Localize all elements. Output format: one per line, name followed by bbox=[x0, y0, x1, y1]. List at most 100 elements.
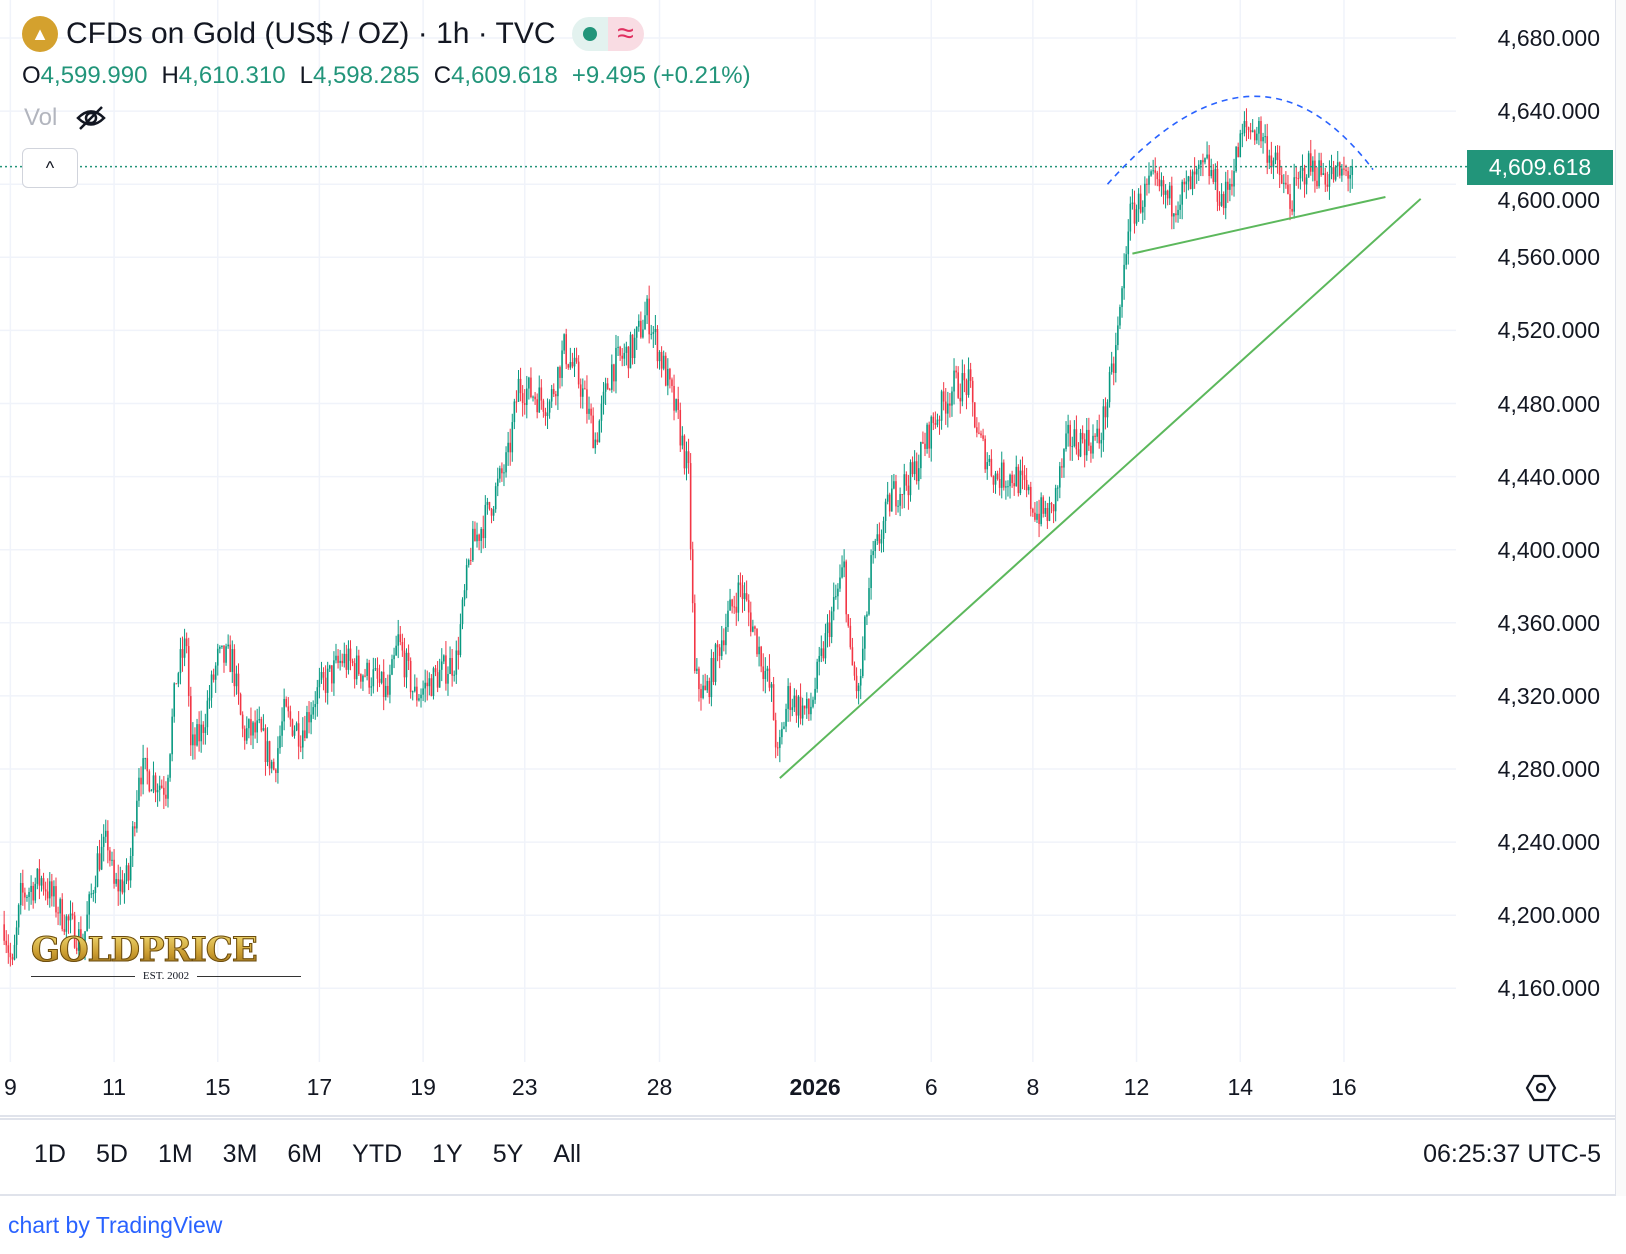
candle-body bbox=[355, 655, 358, 680]
candle-body bbox=[986, 462, 989, 470]
range-button-1m[interactable]: 1M bbox=[157, 1140, 193, 1168]
candle-body bbox=[123, 881, 126, 893]
candle-body bbox=[1094, 435, 1096, 437]
candle-body bbox=[812, 699, 814, 707]
candle-body bbox=[183, 638, 186, 658]
price-axis-label: 4,480.000 bbox=[1497, 390, 1600, 417]
candle-body bbox=[1137, 193, 1140, 210]
candle-body bbox=[843, 561, 845, 568]
candle-body bbox=[181, 649, 184, 658]
range-button-1y[interactable]: 1Y bbox=[432, 1140, 463, 1168]
candle-body bbox=[426, 682, 429, 687]
candle-body bbox=[528, 377, 530, 389]
candle-body bbox=[53, 886, 55, 897]
candle-body bbox=[575, 357, 578, 362]
candle-body bbox=[221, 645, 223, 647]
candle-body bbox=[776, 747, 779, 749]
price-axis-label: 4,320.000 bbox=[1497, 682, 1600, 709]
candle-body bbox=[109, 850, 111, 861]
candle-body bbox=[586, 389, 588, 414]
candle-body bbox=[1077, 449, 1080, 457]
candle-body bbox=[629, 334, 632, 369]
range-button-all[interactable]: All bbox=[553, 1140, 582, 1168]
candle-body bbox=[1150, 171, 1152, 176]
status-pill[interactable]: ≈ bbox=[571, 17, 644, 51]
candle-body bbox=[808, 698, 810, 715]
candle-body bbox=[324, 677, 327, 693]
candle-body bbox=[555, 394, 557, 397]
candle-body bbox=[1332, 167, 1335, 180]
candle-body bbox=[1218, 201, 1221, 206]
candle-body bbox=[650, 333, 653, 335]
candle-body bbox=[525, 388, 528, 405]
candle-body bbox=[339, 660, 341, 663]
clock[interactable]: 06:25:37 UTC-5 bbox=[1423, 1140, 1601, 1168]
candle-body bbox=[592, 415, 594, 449]
candle-body bbox=[660, 351, 663, 369]
range-button-1d[interactable]: 1D bbox=[34, 1140, 66, 1168]
candle-body bbox=[602, 391, 605, 404]
candle-body bbox=[901, 494, 903, 496]
candle-body bbox=[254, 722, 256, 733]
candle-body bbox=[733, 606, 735, 608]
candle-body bbox=[888, 494, 891, 512]
indicator-icon: ≈ bbox=[607, 17, 644, 51]
candle-body bbox=[967, 369, 970, 395]
candle-body bbox=[1266, 136, 1269, 163]
candle-body bbox=[581, 388, 584, 397]
candle-body bbox=[573, 357, 576, 367]
range-button-5y[interactable]: 5Y bbox=[492, 1140, 524, 1168]
price-chart[interactable] bbox=[0, 0, 1626, 1118]
candle-body bbox=[440, 661, 443, 670]
candle-body bbox=[1343, 168, 1345, 170]
candle-body bbox=[565, 334, 568, 365]
symbol-title[interactable]: CFDs on Gold (US$ / OZ) · 1h · TVC bbox=[66, 17, 556, 50]
eye-hidden-icon[interactable] bbox=[75, 105, 107, 131]
candle-body bbox=[1204, 158, 1206, 163]
candle-body bbox=[187, 646, 190, 697]
candle-body bbox=[1007, 486, 1009, 488]
candle-body bbox=[422, 688, 424, 695]
candle-body bbox=[434, 668, 437, 673]
collapse-legend-button[interactable]: ^ bbox=[22, 148, 78, 188]
candle-body bbox=[1312, 160, 1314, 172]
candle-body bbox=[127, 865, 130, 881]
candle-body bbox=[436, 672, 439, 688]
change-value: +9.495 (+0.21%) bbox=[571, 62, 751, 89]
candle-body bbox=[978, 432, 980, 434]
candle-body bbox=[1146, 183, 1148, 185]
candle-body bbox=[847, 614, 850, 626]
candle-body bbox=[115, 879, 117, 884]
candle-body bbox=[312, 707, 314, 715]
candle-body bbox=[337, 655, 339, 663]
candle-body bbox=[279, 735, 281, 749]
range-button-5d[interactable]: 5D bbox=[95, 1140, 128, 1168]
candle-body bbox=[1187, 176, 1190, 182]
candle-body bbox=[1061, 466, 1063, 468]
candle-body bbox=[299, 746, 302, 748]
candle-body bbox=[1015, 466, 1018, 487]
range-button-ytd[interactable]: YTD bbox=[352, 1140, 403, 1168]
candle-body bbox=[509, 442, 512, 453]
scrollbar[interactable] bbox=[1615, 0, 1626, 1196]
candle-body bbox=[841, 567, 843, 578]
tradingview-credit-link[interactable]: chart by TradingView bbox=[8, 1212, 223, 1238]
candle-body bbox=[805, 698, 808, 709]
candle-body bbox=[1000, 462, 1003, 488]
candle-body bbox=[328, 665, 331, 669]
candle-body bbox=[496, 478, 499, 487]
candle-body bbox=[476, 534, 478, 542]
candle-body bbox=[1193, 171, 1196, 175]
candle-body bbox=[445, 655, 447, 684]
candle-body bbox=[1075, 429, 1078, 450]
candle-body bbox=[482, 528, 485, 539]
settings-gear-icon[interactable] bbox=[1525, 1073, 1557, 1103]
candle-body bbox=[849, 625, 852, 648]
candle-body bbox=[152, 775, 155, 791]
candle-body bbox=[366, 662, 368, 676]
range-button-6m[interactable]: 6M bbox=[287, 1140, 323, 1168]
candle-body bbox=[832, 597, 835, 612]
candle-body bbox=[687, 451, 690, 464]
candle-body bbox=[59, 899, 61, 914]
range-button-3m[interactable]: 3M bbox=[222, 1140, 258, 1168]
